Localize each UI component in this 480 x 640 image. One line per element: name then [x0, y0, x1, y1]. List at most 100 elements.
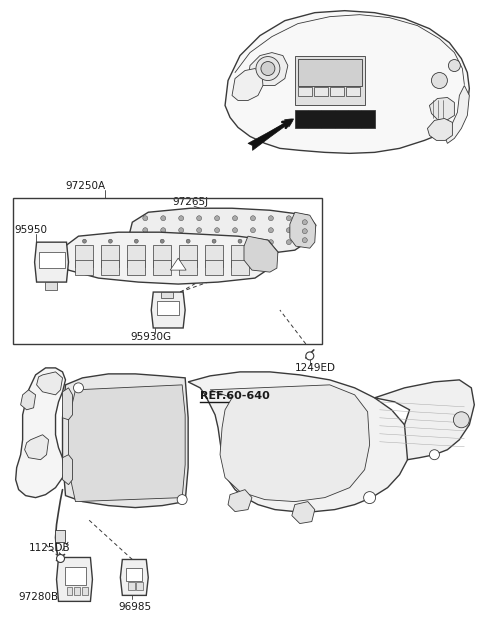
Polygon shape [57, 557, 93, 602]
Text: REF.60-640: REF.60-640 [200, 391, 270, 401]
Polygon shape [128, 208, 316, 257]
Polygon shape [248, 52, 288, 86]
Circle shape [302, 228, 307, 234]
Bar [127, 260, 145, 275]
Circle shape [287, 216, 291, 221]
Circle shape [143, 239, 148, 244]
Polygon shape [225, 11, 469, 154]
Circle shape [215, 216, 219, 221]
Circle shape [179, 216, 184, 221]
Circle shape [232, 239, 238, 244]
Polygon shape [35, 242, 69, 282]
Polygon shape [170, 258, 186, 270]
Polygon shape [228, 490, 252, 511]
Bar [153, 245, 171, 267]
Circle shape [197, 239, 202, 244]
Text: 1249ED: 1249ED [295, 363, 336, 373]
Polygon shape [428, 118, 452, 140]
Bar [38, 252, 64, 268]
Polygon shape [292, 502, 315, 524]
Circle shape [302, 237, 307, 243]
Text: 1125DB: 1125DB [29, 543, 70, 552]
Bar [83, 588, 88, 595]
Circle shape [238, 239, 242, 243]
Circle shape [268, 216, 274, 221]
Bar [231, 245, 249, 267]
Bar [205, 245, 223, 267]
Bar [314, 86, 328, 97]
Text: 97250A: 97250A [65, 181, 106, 191]
Polygon shape [69, 385, 185, 502]
Polygon shape [62, 454, 72, 484]
Circle shape [197, 228, 202, 233]
Circle shape [448, 60, 460, 72]
Bar [55, 529, 64, 541]
Circle shape [364, 492, 376, 504]
Circle shape [302, 220, 307, 225]
Polygon shape [24, 435, 48, 460]
Bar [295, 56, 365, 106]
Bar [298, 59, 361, 86]
Circle shape [430, 450, 439, 460]
Circle shape [177, 495, 187, 504]
Bar [74, 588, 81, 595]
Circle shape [215, 228, 219, 233]
Bar [67, 588, 72, 595]
Polygon shape [59, 232, 278, 284]
Text: 96985: 96985 [119, 602, 152, 612]
Polygon shape [444, 86, 469, 143]
Polygon shape [244, 236, 278, 272]
Bar [64, 568, 86, 586]
Circle shape [57, 554, 64, 563]
Bar [101, 245, 120, 267]
Bar [295, 111, 374, 129]
Bar [45, 282, 57, 290]
Circle shape [251, 216, 255, 221]
Circle shape [232, 228, 238, 233]
Polygon shape [36, 372, 62, 395]
Bar [346, 86, 360, 97]
Polygon shape [188, 372, 409, 511]
Circle shape [108, 239, 112, 243]
Circle shape [143, 216, 148, 221]
Circle shape [179, 239, 184, 244]
Circle shape [143, 228, 148, 233]
Polygon shape [232, 68, 263, 100]
Bar [179, 245, 197, 267]
Circle shape [215, 239, 219, 244]
Polygon shape [21, 390, 36, 410]
Polygon shape [210, 385, 370, 502]
Text: 95950: 95950 [15, 225, 48, 235]
Polygon shape [151, 292, 185, 328]
Bar [75, 260, 94, 275]
Circle shape [73, 383, 84, 393]
Bar [161, 292, 173, 298]
Circle shape [432, 72, 447, 88]
Circle shape [134, 239, 138, 243]
Circle shape [261, 61, 275, 76]
Polygon shape [290, 212, 316, 248]
Bar [126, 568, 142, 581]
Circle shape [306, 352, 314, 360]
Bar [298, 86, 312, 97]
Circle shape [161, 239, 166, 244]
Circle shape [287, 228, 291, 233]
Circle shape [454, 412, 469, 428]
Bar [205, 260, 223, 275]
Bar [136, 582, 144, 591]
Circle shape [212, 239, 216, 243]
Bar [12, 198, 322, 344]
Polygon shape [62, 388, 72, 420]
Circle shape [287, 239, 291, 244]
Bar [75, 245, 94, 267]
Circle shape [251, 239, 255, 244]
Bar [101, 260, 120, 275]
Circle shape [161, 216, 166, 221]
Circle shape [83, 239, 86, 243]
Text: 95930G: 95930G [130, 332, 171, 342]
Circle shape [268, 228, 274, 233]
Bar [127, 245, 145, 267]
Polygon shape [120, 559, 148, 595]
Circle shape [186, 239, 190, 243]
Polygon shape [430, 97, 455, 120]
